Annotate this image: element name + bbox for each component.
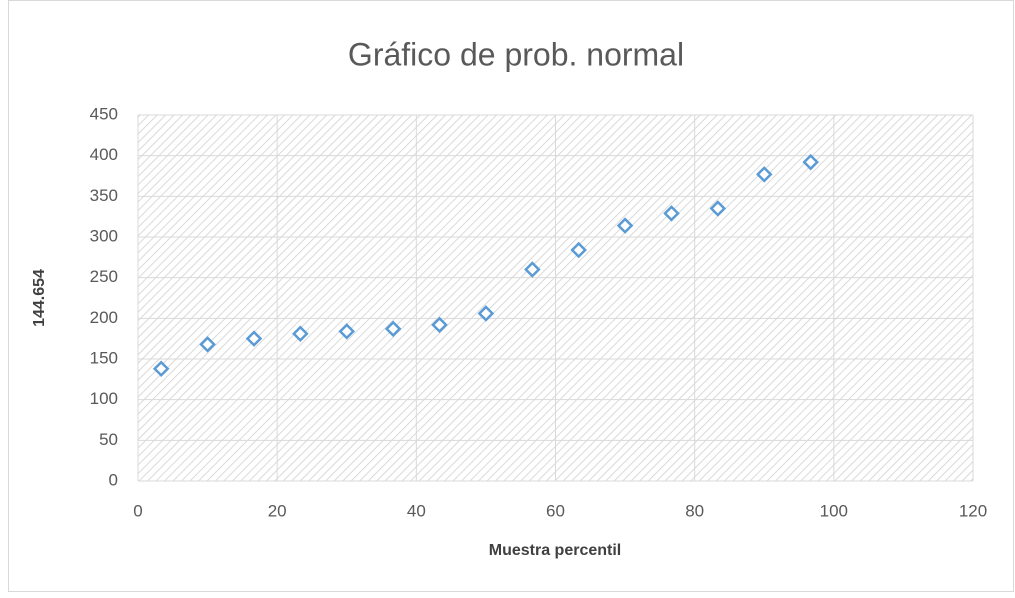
point: [152, 360, 170, 378]
x-tick-label: 100: [820, 501, 848, 520]
point: [570, 241, 587, 259]
x-tick-label: 120: [959, 501, 987, 520]
point: [477, 305, 495, 322]
y-tick-label: 0: [109, 470, 118, 489]
y-tick-label: 300: [90, 226, 118, 245]
point: [524, 261, 541, 278]
x-tick-label: 60: [546, 501, 565, 520]
x-axis-label: Muestra percentil: [489, 542, 621, 559]
point: [199, 336, 216, 353]
x-tick-label: 40: [407, 501, 426, 520]
chart-title: Gráfico de prob. normal: [348, 36, 684, 72]
x-tick-label: 80: [685, 501, 704, 520]
y-tick-label: 50: [99, 430, 118, 449]
point: [338, 323, 356, 340]
point: [709, 200, 727, 217]
y-tick-label: 450: [90, 104, 118, 123]
x-tick-label: 20: [268, 501, 287, 520]
point: [245, 330, 263, 347]
y-tick-label: 200: [90, 308, 118, 327]
y-tick-label: 250: [90, 267, 118, 286]
point: [292, 325, 309, 343]
x-tick-label: 0: [133, 501, 142, 520]
point: [431, 316, 448, 334]
point: [663, 205, 680, 222]
y-tick-label: 400: [90, 145, 118, 164]
point: [384, 320, 402, 338]
y-tick-label: 350: [90, 186, 118, 205]
y-tick-label: 150: [90, 348, 118, 367]
point: [755, 166, 773, 183]
point: [616, 217, 634, 234]
y-tick-label: 100: [90, 389, 118, 408]
y-axis-label: 144.654: [31, 269, 48, 327]
point: [802, 153, 819, 171]
